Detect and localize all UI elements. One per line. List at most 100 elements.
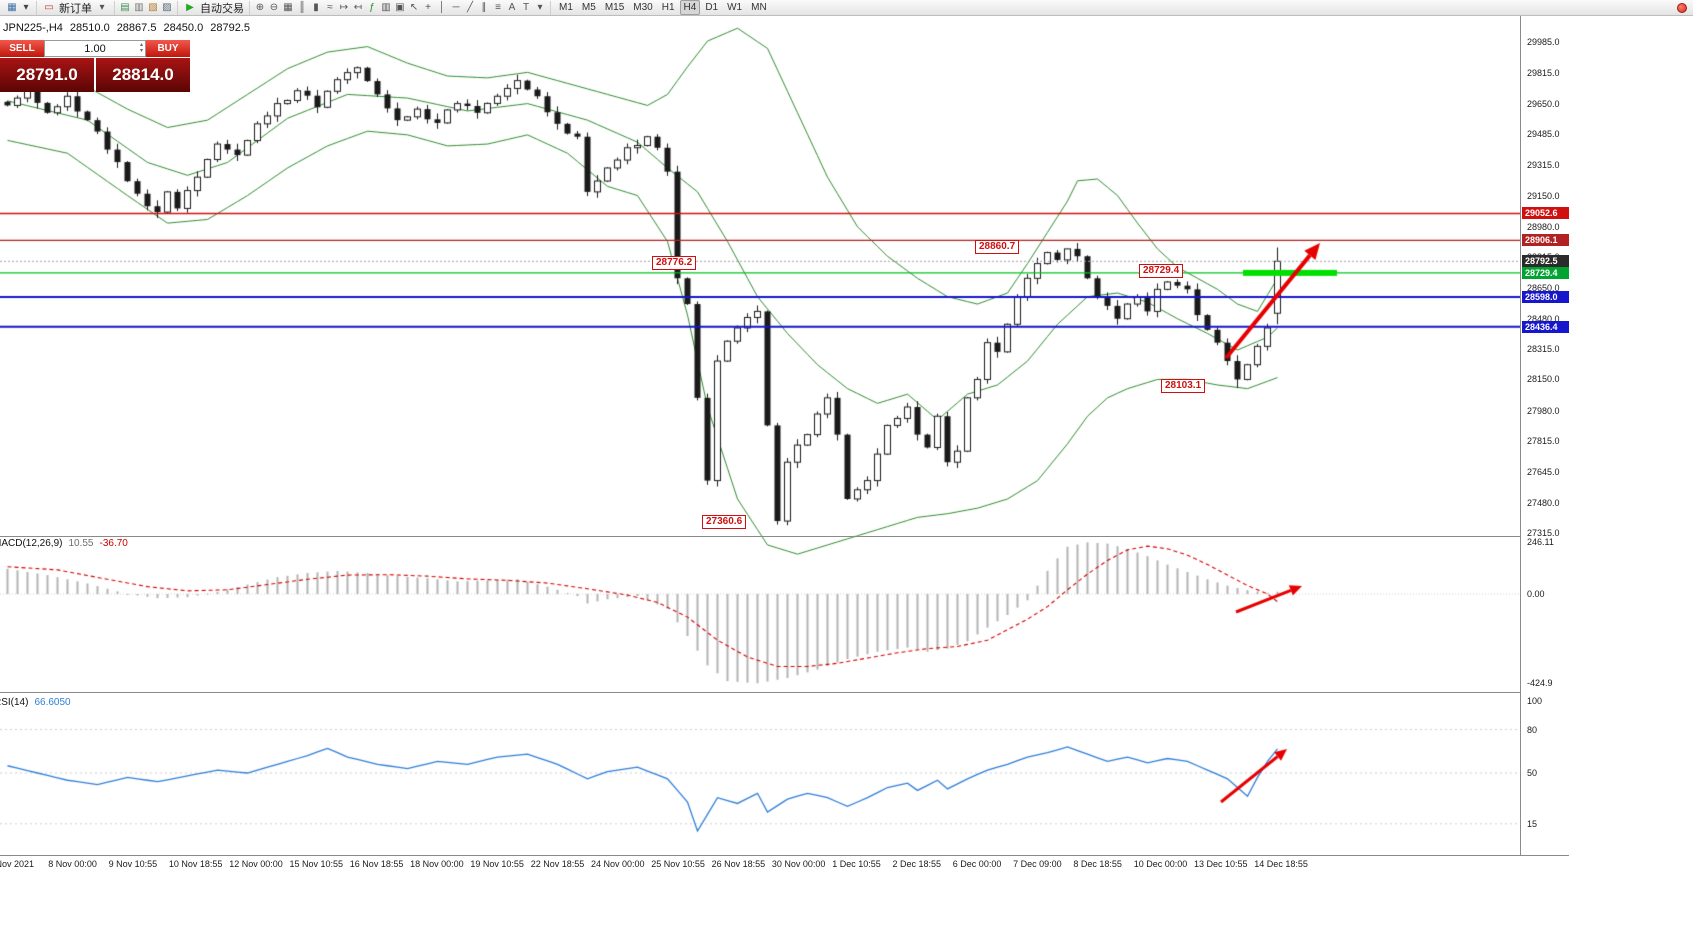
time-axis-label: 18 Nov 00:00 xyxy=(410,859,464,869)
chart-file-group: ▦ ▾ xyxy=(2,0,37,15)
templates-icon[interactable]: ▣ xyxy=(395,1,405,13)
macd-signal-value: -36.70 xyxy=(99,538,128,549)
timeframe-M30[interactable]: M30 xyxy=(633,2,653,13)
zoom-out-icon[interactable]: ⊖ xyxy=(269,1,279,13)
time-axis-label: 24 Nov 00:00 xyxy=(591,859,645,869)
time-axis-label: 10 Nov 18:55 xyxy=(168,859,223,869)
volume-input[interactable]: 1.00 ▴ ▾ xyxy=(44,40,146,57)
cursor-icon[interactable]: ↖ xyxy=(409,1,419,13)
ohlc-high: 28867.5 xyxy=(116,22,157,34)
time-axis-label: 14 Dec 18:55 xyxy=(1254,859,1308,869)
time-axis-label: 19 Nov 10:55 xyxy=(470,859,524,869)
ohlc-low: 28450.0 xyxy=(163,22,204,34)
spinner-up-icon[interactable]: ▴ xyxy=(139,42,143,48)
timeframe-MN[interactable]: MN xyxy=(751,2,767,13)
rsi-scale-label: 50 xyxy=(1527,768,1538,778)
fibonacci-icon[interactable]: ≡ xyxy=(495,1,501,13)
navigator-icon[interactable]: ▧ xyxy=(148,1,158,13)
price-axis-tick: 28150.0 xyxy=(1527,374,1560,385)
time-axis-label: 22 Nov 18:55 xyxy=(530,859,585,869)
indicators-icon[interactable]: ƒ xyxy=(369,1,375,13)
chart-shift-icon[interactable]: ↤ xyxy=(353,1,363,13)
timeframe-M1[interactable]: M1 xyxy=(559,2,573,13)
time-axis-label: 12 Nov 00:00 xyxy=(229,859,283,869)
price-axis-tick: 29815.0 xyxy=(1527,68,1560,79)
draw-tools-dropdown-icon[interactable]: ▾ xyxy=(537,1,543,13)
timeframe-D1[interactable]: D1 xyxy=(705,2,719,13)
macd-main-value: 10.55 xyxy=(68,538,94,549)
sell-button[interactable]: SELL xyxy=(0,40,44,57)
autotrading-play-icon: ▶ xyxy=(186,1,194,13)
new-order-button[interactable]: ▭ 新订单 ▾ xyxy=(37,0,115,15)
timeframe-H4[interactable]: H4 xyxy=(679,0,701,15)
auto-scroll-icon[interactable]: ↦ xyxy=(339,1,349,13)
price-axis-tag: 28906.1 xyxy=(1522,234,1569,247)
price-axis-tick: 28650.0 xyxy=(1527,282,1560,293)
data-window-icon[interactable]: ▥ xyxy=(134,1,144,13)
tile-windows-icon[interactable]: ▦ xyxy=(283,1,293,13)
price-axis-tag: 28729.4 xyxy=(1522,266,1569,279)
spinner-down-icon[interactable]: ▾ xyxy=(139,48,143,54)
timeframe-toolbar: M1 M5 M15 M30 H1 H4 D1 W1 MN xyxy=(551,0,775,15)
new-chart-icon[interactable]: ▦ xyxy=(7,1,17,13)
price-axis-tick: 29485.0 xyxy=(1527,128,1560,139)
label-icon[interactable]: T xyxy=(522,1,530,13)
time-axis-label: 8 Dec 18:55 xyxy=(1073,859,1122,869)
timeframe-H1[interactable]: H1 xyxy=(661,2,675,13)
main-toolbar: ▦ ▾ ▭ 新订单 ▾ ▤ ▥ ▧ ▨ ▶ 自动交易 ⊕ ⊖ ▦ ║ ▮ ≈ ↦ ↤ ƒ ▥ ▣ ↖ + │ ─ ╱ ∥… xyxy=(0,0,1693,16)
crosshair-icon[interactable]: + xyxy=(425,1,431,13)
horizontal-line-icon[interactable]: ─ xyxy=(452,1,460,13)
time-axis[interactable]: 5 Nov 2021 8 Nov 00:00 9 Nov 10:55 10 Nov 1… xyxy=(0,855,1569,874)
macd-indicator-label: MACD(12,26,9) 10.55 -36.70 xyxy=(0,538,134,549)
vertical-line-icon[interactable]: │ xyxy=(438,1,446,13)
trendline-icon[interactable]: ╱ xyxy=(466,1,474,13)
price-axis-tick: 28480.0 xyxy=(1527,313,1560,324)
ask-price[interactable]: 28814.0 xyxy=(96,58,190,92)
time-axis-label: 7 Dec 09:00 xyxy=(1013,859,1062,869)
price-axis-tick: 27815.0 xyxy=(1527,436,1560,447)
new-order-icon: ▭ xyxy=(44,1,54,13)
panel-separator[interactable] xyxy=(0,536,1569,537)
symbol-period-label: JPN225-,H4 xyxy=(3,22,63,34)
line-chart-icon[interactable]: ≈ xyxy=(327,1,333,13)
channel-icon[interactable]: ∥ xyxy=(481,1,487,13)
bid-price[interactable]: 28791.0 xyxy=(0,58,94,92)
macd-name: MACD(12,26,9) xyxy=(0,538,63,549)
time-axis-label: 16 Nov 18:55 xyxy=(349,859,404,869)
autotrading-button[interactable]: ▶ 自动交易 xyxy=(178,0,250,15)
timeframe-M15[interactable]: M15 xyxy=(604,2,625,13)
bar-chart-icon[interactable]: ║ xyxy=(298,1,306,13)
chart-dropdown-icon[interactable]: ▾ xyxy=(23,1,29,13)
periods-icon[interactable]: ▥ xyxy=(381,1,391,13)
one-click-trading-panel: SELL 1.00 ▴ ▾ BUY 28791.0 28814.0 xyxy=(0,40,190,92)
market-watch-icon[interactable]: ▤ xyxy=(120,1,130,13)
text-icon[interactable]: A xyxy=(508,1,516,13)
time-axis-label: 8 Nov 00:00 xyxy=(48,859,97,869)
time-axis-label: 6 Dec 00:00 xyxy=(952,859,1002,869)
price-axis-tick: 29315.0 xyxy=(1527,160,1560,171)
autotrading-label: 自动交易 xyxy=(200,2,244,15)
time-axis-label: 1 Dec 10:55 xyxy=(832,859,881,869)
rsi-value: 66.6050 xyxy=(34,697,71,708)
price-axis-tick: 29150.0 xyxy=(1527,190,1560,201)
timeframe-W1[interactable]: W1 xyxy=(727,2,743,13)
buy-button[interactable]: BUY xyxy=(146,40,190,57)
record-indicator-icon[interactable] xyxy=(1677,3,1687,13)
time-axis-label: 5 Nov 2021 xyxy=(0,859,35,869)
time-axis-label: 10 Dec 00:00 xyxy=(1133,859,1188,869)
timeframe-M5[interactable]: M5 xyxy=(581,2,596,13)
caret-down-icon: ▾ xyxy=(99,1,105,13)
rsi-indicator-label: RSI(14) 66.6050 xyxy=(0,697,77,708)
macd-scale-label: 0.00 xyxy=(1527,589,1545,599)
volume-spinner[interactable]: ▴ ▾ xyxy=(140,42,143,54)
panel-separator[interactable] xyxy=(0,692,1569,693)
price-axis-tick: 27645.0 xyxy=(1527,467,1560,478)
price-axis-tick: 27980.0 xyxy=(1527,405,1560,416)
zoom-in-icon[interactable]: ⊕ xyxy=(255,1,265,13)
terminal-icon[interactable]: ▨ xyxy=(162,1,172,13)
candlestick-chart-icon[interactable]: ▮ xyxy=(313,1,319,13)
price-chart-canvas[interactable] xyxy=(0,16,1520,855)
macd-scale-label: 246.11 xyxy=(1527,537,1554,548)
window-group: ▤ ▥ ▧ ▨ xyxy=(115,0,178,15)
price-axis[interactable]: 29985.0 29815.0 29650.0 29485.0 29315.0 29150… xyxy=(1520,16,1581,855)
